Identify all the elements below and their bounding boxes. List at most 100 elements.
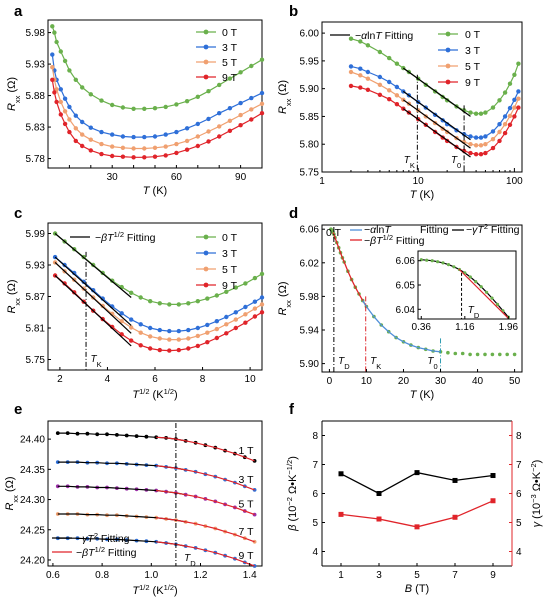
series-3T-point [516,89,521,94]
inset-series-point [452,265,456,269]
b-legend-label: 9 T [465,77,481,89]
series-5T-point [238,112,243,118]
series-0T-point [195,299,200,304]
series-0T-point [52,30,57,35]
panel-d: d TD TK T0 0 T 0 10 20 30 40 50 5.90 5.94 5.98 6.02 6.0… [277,205,523,401]
series-9T-point [73,138,79,144]
inset-TD-label: TD [468,305,480,320]
panel-d-label: d [289,205,298,222]
a-xtick-label: 30 [107,172,119,183]
series-9T-point [138,343,143,348]
series-3T-point [195,325,200,331]
f-ytick-right-label: 8 [516,431,522,442]
series-9T-point [358,85,363,90]
c-legend-label: 3 T [222,248,238,260]
series-3T-point [227,106,233,111]
fit-line [402,90,471,141]
inset-series-point [441,261,445,265]
series-3T-point [259,295,265,300]
fit-line [54,233,132,298]
series-0T-point [152,106,158,111]
series-9T-point [120,154,126,159]
series-line-0T [350,38,519,115]
series-0T-point [138,295,143,300]
series-3T-point [483,134,488,139]
series-5T-point [512,105,517,110]
e-xtick-label: 1.0 [144,570,158,581]
series-0T-point [142,106,147,112]
f-ytick-right-label: 4 [516,547,522,558]
series-3T-point [348,64,354,69]
series-5T-point [259,101,265,107]
series-3T-point [174,129,179,135]
series-9T-point [259,111,265,116]
series-0T-point [110,102,115,108]
series-9T-point [233,325,238,331]
series-5T-point [233,317,238,322]
series-0T-point [358,39,363,44]
series-0T-point [174,102,179,107]
a-5T-legend-marker [203,59,209,65]
series-9T-point [387,97,392,102]
inset-series-point [479,285,483,289]
c-fit-legend-label: −βT1/2 Fitting [95,230,156,245]
series-line-9T [350,85,519,155]
panel-e-label: e [14,401,22,418]
series-5T-point [468,142,473,147]
series-5T-point [195,134,200,139]
series-9T-point [206,139,211,144]
series-0T-point [80,85,85,90]
series-3T-point [142,134,147,140]
b-legend-label: 3 T [465,45,481,57]
panel-a-label: a [14,3,23,20]
series-5T-point [516,96,521,101]
series-0T-point [62,58,68,64]
beta-fit-line [332,232,367,307]
series-3T-point [387,79,392,85]
c-0T-legend-marker [203,234,209,240]
series-0T-point [512,72,517,78]
series-3T-point [224,314,229,320]
beta-point [452,477,458,483]
series-5T-point [167,337,172,342]
f-xtick-label: 7 [452,570,458,581]
b-fit-legend-label: −αlnT Fitting [355,30,413,42]
series-5T-point [138,330,143,335]
inset-ytick-label: 6.06 [396,256,416,267]
series-5T-point [205,330,210,335]
series-3T-point [502,114,508,119]
series-5T-point [394,93,400,98]
series-3T-point [73,113,79,118]
panel-a: a 30 60 90 5.78 5.83 5.88 5.93 5.98 T (K) Rxx (Ω) 0… [6,3,265,197]
e-ytick-label: 24.35 [20,465,45,476]
series-9T-point [176,347,181,353]
series-9T-point [110,153,115,159]
b-ytick-label: 6.00 [300,29,320,40]
inset-series-point [495,302,500,306]
series-0T-point [490,105,496,110]
e-gamma-legend-label: −γT2 Fitting [76,531,130,546]
series-5T-point [206,129,211,134]
a-legend-label: 9 T [222,72,238,84]
series-9T-point [67,129,72,135]
e-xtick-label: 1.4 [243,570,257,581]
series-0T-point [475,352,480,357]
d-xtick-label: 40 [472,376,484,387]
e-series-label: 7 T [239,526,255,538]
series-9T-point [516,105,521,110]
series-9T-point [478,152,484,157]
series-5T-point [129,325,134,330]
d-ytick-label: 6.02 [300,258,320,269]
series-9T-point [99,151,104,157]
series-9T-point [52,90,57,95]
series-5T-point [502,122,508,127]
d-ytick-label: 5.94 [300,326,320,337]
d-ylabel: Rxx (Ω) [277,281,293,315]
b-xlabel: T (K) [410,189,434,201]
fit-line [402,67,471,117]
series-3T-point [377,74,383,80]
a-xlabel: T (K) [143,185,167,197]
f-ytick-label: 8 [312,431,318,442]
series-0T-point [131,106,136,112]
d-xtick-label: 50 [509,376,521,387]
